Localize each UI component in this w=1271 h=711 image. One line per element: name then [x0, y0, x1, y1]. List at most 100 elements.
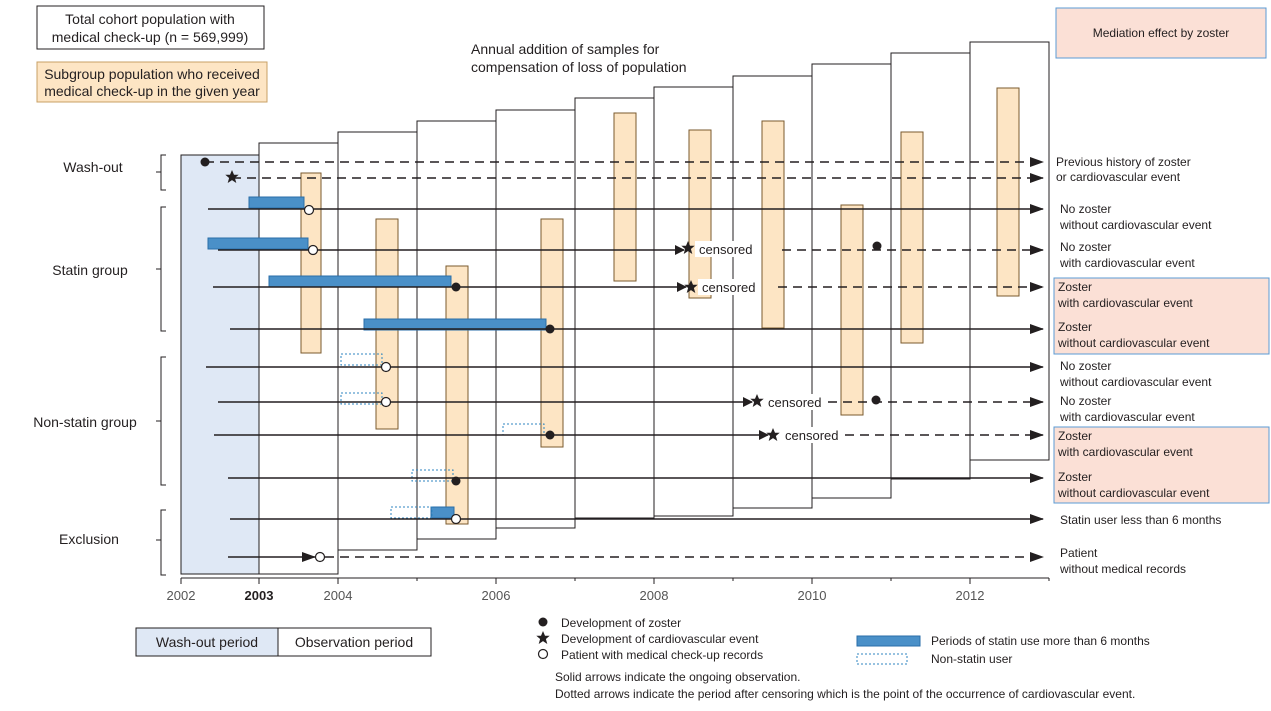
- checkup-circle: [380, 396, 392, 408]
- x-tick-label: 2003: [245, 588, 274, 603]
- statin-period-bar: [430, 506, 455, 519]
- legend-cv-label: Development of cardiovascular event: [561, 632, 759, 646]
- legend-nonstatin-icon: [856, 653, 908, 665]
- subgroup-bar: [688, 129, 712, 299]
- washout-panel: [180, 154, 260, 575]
- outcome-r5-line-2: without cardiovascular event: [1057, 336, 1210, 350]
- zoster-dot: [451, 476, 461, 486]
- outcome-r11-line-2: without medical records: [1059, 562, 1186, 576]
- mediation-box: [1055, 7, 1267, 59]
- group-label-washout: Wash-out: [63, 159, 123, 175]
- group-label-statin: Statin group: [52, 262, 128, 278]
- group-brackets: [156, 154, 166, 576]
- nonstatin-period-box: [411, 469, 454, 482]
- checkup-circle: [450, 513, 462, 525]
- observation-period-box: [277, 627, 432, 657]
- outcome-r8-line-1: Zoster: [1058, 429, 1092, 443]
- bracket-statin: [156, 206, 166, 332]
- annual-addition-line-1: Annual addition of samples for: [471, 41, 660, 57]
- legend-statin-label: Periods of statin use more than 6 months: [931, 634, 1150, 648]
- subgroup-bar: [840, 204, 864, 416]
- outcome-r4-line-2: with cardiovascular event: [1057, 296, 1193, 310]
- censored-label: censored: [702, 280, 755, 295]
- legend-zoster-label: Development of zoster: [561, 616, 681, 630]
- outcome-r4-line-1: Zoster: [1058, 280, 1092, 294]
- legend-statin-icon: [856, 635, 921, 647]
- censored-label: censored: [768, 395, 821, 410]
- nonstatin-period-box: [340, 392, 383, 405]
- outcome-r3-line-1: No zoster: [1060, 240, 1111, 254]
- group-label-nonstatin: Non-statin group: [33, 414, 137, 430]
- outcome-r11-line-1: Patient: [1060, 546, 1098, 560]
- outcome-r6-line-1: No zoster: [1060, 359, 1111, 373]
- outcome-r0-line-1: Previous history of zoster: [1056, 155, 1191, 169]
- statin-period-bar: [268, 275, 452, 288]
- zoster-dot: [545, 324, 555, 334]
- outcome-r9-line-1: Zoster: [1058, 470, 1092, 484]
- outcome-r10-line-1: Statin user less than 6 months: [1060, 513, 1221, 527]
- cv-event-star: [750, 394, 764, 407]
- washout-period-box: [135, 627, 279, 657]
- nonstatin-period-box: [390, 506, 433, 519]
- zoster-dot: [871, 395, 881, 405]
- legend-nonstatin-label: Non-statin user: [931, 652, 1012, 666]
- subgroup-bar: [761, 120, 785, 329]
- zoster-dot: [545, 430, 555, 440]
- outcome-r8-line-2: with cardiovascular event: [1057, 445, 1193, 459]
- x-tick-label: 2006: [482, 588, 511, 603]
- checkup-circle: [314, 551, 326, 563]
- cv-event-star: [684, 280, 698, 293]
- outcome-r0-line-2: or cardiovascular event: [1056, 170, 1181, 184]
- legend: Development of zoster Development of car…: [536, 616, 1150, 701]
- x-axis: 2002 2003 2004 2006 2008 2010 2012: [167, 577, 1050, 603]
- legend-checkup-label: Patient with medical check-up records: [561, 648, 763, 662]
- total-cohort-box: [36, 5, 265, 50]
- x-tick-label: 2010: [798, 588, 827, 603]
- checkup-circle: [303, 204, 315, 216]
- subgroup-bar: [900, 131, 924, 344]
- outcome-r7-line-1: No zoster: [1060, 394, 1111, 408]
- legend-note-dotted: Dotted arrows indicate the period after …: [555, 687, 1135, 701]
- statin-period-bar: [207, 237, 309, 250]
- mediation-label: Mediation effect by zoster: [1093, 26, 1230, 40]
- checkup-circle: [380, 361, 392, 373]
- legend-zoster-icon: [538, 617, 548, 627]
- outcome-r2-line-2: without cardiovascular event: [1059, 218, 1212, 232]
- outcome-labels: Previous history of zoster or cardiovasc…: [1056, 155, 1221, 576]
- x-tick-label: 2002: [167, 588, 196, 603]
- year-panel-2003: [258, 142, 339, 575]
- subgroup-line-2: medical check-up in the given year: [44, 83, 260, 99]
- outcome-r7-line-2: with cardiovascular event: [1059, 410, 1195, 424]
- x-tick-label: 2004: [324, 588, 353, 603]
- subgroup-bar: [300, 172, 322, 354]
- subgroup-box: [36, 61, 268, 103]
- cv-event-star: [225, 170, 239, 183]
- zoster-dot: [872, 241, 882, 251]
- checkup-circle: [307, 244, 319, 256]
- outcome-r6-line-2: without cardiovascular event: [1059, 375, 1212, 389]
- legend-note-solid: Solid arrows indicate the ongoing observ…: [555, 670, 800, 684]
- x-tick-label: 2008: [640, 588, 669, 603]
- outcome-r2-line-1: No zoster: [1060, 202, 1111, 216]
- mediation-outcome-box-nonstatin: [1053, 426, 1270, 504]
- subgroup-bar: [613, 112, 637, 282]
- nonstatin-period-box: [340, 353, 383, 366]
- cv-event-star: [766, 428, 780, 441]
- zoster-dot: [200, 157, 210, 167]
- x-tick-label: 2012: [956, 588, 985, 603]
- bracket-nonstatin: [156, 356, 166, 486]
- total-cohort-line-1: Total cohort population with: [65, 11, 235, 27]
- legend-cv-star-icon: [536, 631, 550, 644]
- censored-label: censored: [785, 428, 838, 443]
- bracket-exclusion: [156, 509, 166, 576]
- zoster-dot: [451, 282, 461, 292]
- total-cohort-line-2: medical check-up (n = 569,999): [52, 29, 249, 45]
- bracket-washout: [156, 154, 166, 191]
- outcome-r5-line-1: Zoster: [1058, 320, 1092, 334]
- group-label-exclusion: Exclusion: [59, 531, 119, 547]
- legend-checkup-icon: [537, 648, 549, 660]
- observation-arrows: [205, 157, 1044, 562]
- subgroup-bar: [996, 87, 1020, 297]
- annual-addition-line-2: compensation of loss of population: [471, 59, 687, 75]
- event-markers: [200, 157, 882, 563]
